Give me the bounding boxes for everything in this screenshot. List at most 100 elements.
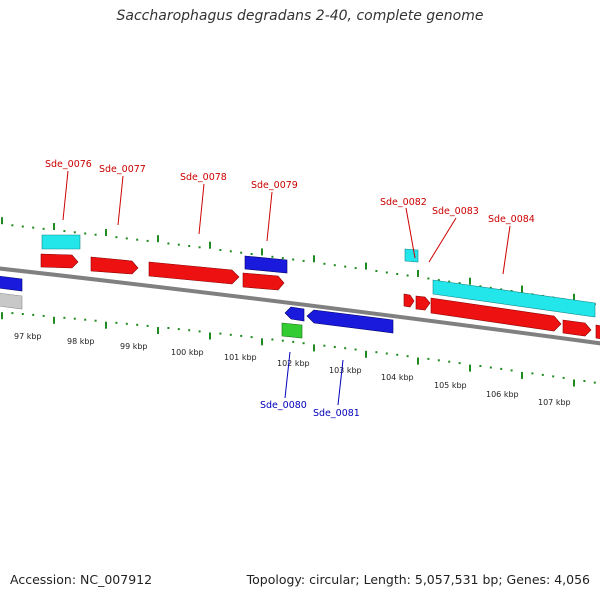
gene-label-sde-0084[interactable]: Sde_0084 (488, 214, 535, 225)
major-tick (157, 235, 159, 243)
genome-title: Saccharophagus degradans 2-40, complete … (116, 8, 484, 24)
minor-tick (63, 230, 66, 233)
reverse-gene-labels: Sde_0080 Sde_0081 (260, 351, 360, 419)
gene-label-sde-0082[interactable]: Sde_0082 (380, 197, 427, 208)
minor-tick (437, 279, 440, 282)
major-tick (365, 350, 367, 358)
rna-feature-sde-0084[interactable] (432, 279, 596, 318)
minor-tick (136, 323, 139, 326)
major-tick (209, 332, 211, 340)
minor-tick (73, 231, 76, 234)
minor-tick (188, 329, 191, 332)
cds-arrow-edge[interactable] (595, 324, 600, 339)
green-gene-sde-0080[interactable] (281, 322, 303, 339)
minor-tick (333, 264, 336, 267)
gene-label-sde-0079[interactable]: Sde_0079 (251, 180, 298, 191)
kbp-label: 97 kbp (14, 332, 42, 341)
gene-block-sde-0079-blue[interactable] (244, 255, 288, 274)
cds-arrow-sde-0077[interactable] (90, 256, 139, 275)
gene-label-sde-0077[interactable]: Sde_0077 (99, 164, 146, 175)
minor-tick (167, 327, 170, 329)
minor-tick (177, 328, 180, 331)
major-tick (1, 217, 3, 225)
minor-tick (302, 342, 305, 345)
minor-tick (354, 348, 357, 351)
minor-tick (593, 381, 596, 384)
minor-tick (354, 267, 357, 270)
minor-tick (427, 277, 430, 280)
minor-tick (188, 245, 191, 247)
minor-tick (562, 376, 565, 379)
cds-arrow-sde-0079[interactable] (242, 272, 285, 291)
minor-tick (427, 357, 430, 360)
major-tick (521, 285, 523, 293)
minor-tick (385, 352, 388, 355)
accession-text: Accession: NC_007912 (10, 572, 153, 587)
minor-tick (531, 372, 534, 375)
cds-reverse-features (0, 275, 394, 339)
cds-arrow-sde-0085[interactable] (562, 319, 592, 337)
cds-arrow-sde-0084[interactable] (430, 297, 562, 332)
blue-feature-left-edge[interactable] (0, 275, 23, 292)
minor-tick (219, 332, 222, 335)
kbp-scale-labels: 97 kbp 98 kbp 99 kbp 100 kbp 101 kbp 102… (14, 332, 571, 407)
cds-arrow-sde-0083[interactable] (415, 295, 431, 311)
minor-tick (198, 330, 201, 333)
minor-tick (11, 312, 14, 315)
minor-tick (250, 336, 253, 339)
minor-tick (302, 259, 305, 262)
minor-tick (84, 232, 87, 235)
kbp-label: 98 kbp (67, 337, 95, 346)
minor-tick (42, 314, 45, 317)
gene-label-sde-0080[interactable]: Sde_0080 (260, 400, 307, 411)
major-tick (209, 241, 211, 249)
minor-tick (146, 324, 149, 327)
leader-line (284, 351, 291, 399)
topology-summary-text: Topology: circular; Length: 5,057,531 bp… (246, 572, 590, 587)
major-tick (469, 277, 471, 285)
kbp-label: 99 kbp (120, 342, 148, 351)
minor-tick (385, 271, 388, 274)
minor-tick (146, 239, 149, 242)
minor-tick (344, 347, 347, 350)
leader-line (405, 207, 416, 259)
minor-tick (240, 251, 243, 254)
minor-tick (375, 351, 378, 354)
gene-label-sde-0083[interactable]: Sde_0083 (432, 206, 479, 217)
rna-feature-sde-0082[interactable] (404, 248, 419, 263)
cds-arrow-sde-0081[interactable] (306, 309, 394, 334)
leader-line (502, 225, 511, 275)
minor-tick (250, 253, 253, 255)
major-tick (573, 379, 575, 387)
minor-tick (541, 373, 544, 376)
minor-tick (583, 380, 586, 382)
kbp-label: 105 kbp (434, 381, 467, 390)
kbp-label: 102 kbp (277, 359, 310, 368)
minor-tick (552, 375, 555, 378)
cds-arrow-sde-0078[interactable] (148, 261, 240, 285)
gene-label-sde-0078[interactable]: Sde_0078 (180, 172, 227, 183)
major-tick (105, 321, 107, 329)
minor-tick (63, 316, 66, 319)
leader-line (266, 191, 273, 242)
minor-tick (344, 265, 347, 268)
gene-label-sde-0076[interactable]: Sde_0076 (45, 159, 92, 170)
gene-label-sde-0081[interactable]: Sde_0081 (313, 408, 360, 419)
rna-feature-sde-0076[interactable] (41, 234, 81, 250)
cds-arrow-sde-0076[interactable] (40, 253, 79, 269)
major-tick (105, 229, 107, 236)
major-tick (313, 344, 315, 352)
minor-tick (448, 360, 451, 363)
grey-feature-left-edge[interactable] (0, 292, 23, 310)
major-tick (53, 223, 55, 230)
minor-tick (32, 226, 35, 229)
cds-arrow-sde-0082[interactable] (403, 293, 415, 308)
minor-tick (323, 262, 326, 265)
minor-tick (240, 334, 243, 337)
minor-tick (11, 224, 14, 227)
major-tick (157, 327, 159, 334)
major-tick (53, 316, 55, 324)
cds-arrow-sde-0080[interactable] (284, 306, 305, 322)
